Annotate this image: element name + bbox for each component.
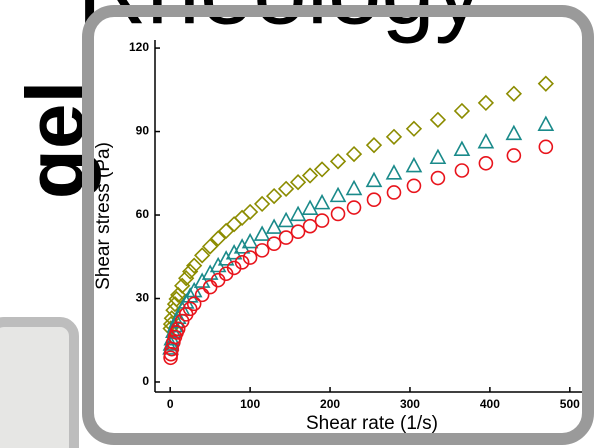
circle-marker (430, 170, 446, 186)
diamond-marker (202, 238, 219, 255)
diamond-marker (301, 167, 319, 184)
diamond-marker (385, 128, 403, 145)
triangle-marker (169, 308, 187, 325)
circle-marker (538, 139, 554, 155)
diamond-marker (178, 270, 195, 287)
circle-marker (254, 243, 270, 258)
triangle-marker (345, 179, 363, 196)
diamond-marker (345, 145, 363, 163)
triangle-marker (365, 171, 383, 188)
y-tick-label: 120 (129, 40, 149, 54)
y-tick-label: 60 (136, 207, 150, 221)
circle-marker (302, 218, 318, 234)
triangle-marker (385, 164, 403, 180)
circle-marker (406, 178, 422, 194)
diamond-marker (166, 295, 184, 313)
triangle-marker (193, 272, 211, 288)
circle-marker (194, 287, 210, 303)
diamond-marker (453, 102, 471, 120)
triangle-marker (289, 205, 307, 222)
triangle-marker (253, 225, 271, 241)
triangle-marker (429, 148, 447, 165)
diamond-marker (505, 85, 522, 102)
plot: 0 30 60 90 120 0 100 200 300 400 500 Shear rate (1/… (93, 40, 585, 434)
circle-marker (186, 296, 202, 312)
diamond-marker (253, 195, 271, 213)
triangle-marker (405, 156, 423, 173)
y-axis-label: Shear stress (Pa) (93, 142, 114, 290)
diamond-marker (289, 174, 307, 191)
x-tick-label: 100 (240, 397, 260, 411)
triangle-marker (233, 238, 251, 254)
triangle-marker (265, 218, 283, 234)
diamond-marker (210, 230, 227, 247)
x-tick-label: 400 (480, 397, 500, 411)
x-axis-label: Shear rate (1/s) (306, 413, 438, 434)
circle-marker (290, 224, 306, 240)
diamond-marker (174, 277, 191, 294)
circle-marker (386, 185, 402, 200)
circle-marker (506, 148, 522, 163)
y-tick-label: 0 (142, 374, 149, 388)
triangle-marker (477, 132, 495, 149)
diamond-marker (277, 180, 295, 198)
triangle-marker (329, 186, 347, 203)
circle-marker (170, 321, 186, 337)
triangle-marker (301, 199, 319, 215)
diamond-marker (329, 153, 347, 170)
diamond-marker (233, 209, 251, 226)
triangle-marker (313, 193, 331, 210)
diamond-marker (218, 222, 235, 240)
circle-marker (330, 206, 346, 222)
triangle-marker (162, 339, 179, 355)
circle-marker (454, 163, 470, 178)
diamond-marker (194, 247, 211, 264)
circle-marker (266, 236, 282, 251)
triangle-marker (505, 124, 523, 141)
circle-marker (346, 200, 362, 215)
diamond-marker (429, 111, 447, 128)
circle-marker (182, 301, 198, 317)
circle-marker (366, 192, 382, 208)
diamond-marker (365, 137, 383, 154)
diamond-marker (477, 94, 495, 112)
diamond-marker (313, 161, 331, 178)
triangle-marker (453, 140, 471, 156)
photo-frame (0, 317, 79, 448)
diamond-marker (241, 203, 259, 221)
frame (82, 5, 594, 445)
x-tick-label: 300 (400, 397, 420, 411)
x-tick-label: 200 (320, 397, 340, 411)
x-tick-label: 0 (167, 397, 174, 411)
circle-marker (242, 250, 258, 265)
diamond-marker (186, 257, 203, 274)
y-tick-label: 90 (136, 124, 150, 138)
circle-marker (278, 230, 294, 245)
diamond-marker (405, 120, 423, 137)
triangle-marker (277, 211, 295, 228)
triangle-marker (241, 232, 259, 249)
diamond-marker (265, 187, 283, 205)
circle-marker (234, 255, 250, 270)
diamond-marker (182, 263, 199, 280)
diamond-marker (537, 75, 554, 92)
circle-marker (478, 155, 494, 171)
x-tick-label: 500 (560, 397, 580, 411)
triangle-marker (537, 115, 555, 131)
y-tick-label: 30 (136, 291, 150, 305)
triangle-marker (201, 264, 219, 280)
diamond-marker (225, 216, 243, 233)
circle-marker (314, 213, 330, 228)
